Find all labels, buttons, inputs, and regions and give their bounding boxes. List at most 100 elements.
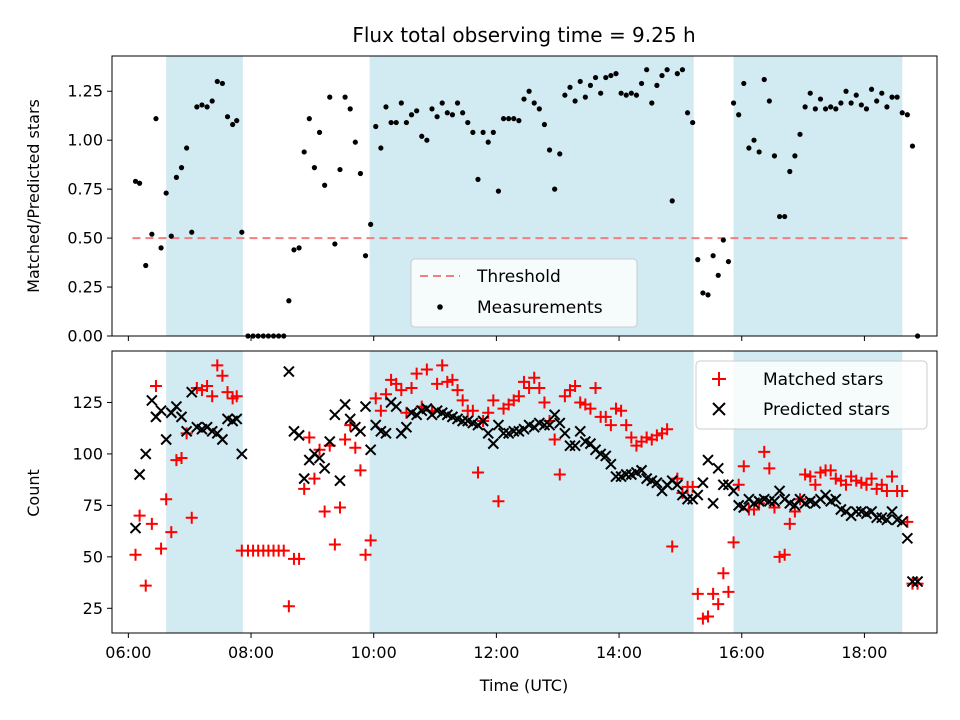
predicted-stars-point [600,450,612,462]
matched-stars-point [446,373,459,386]
matched-stars-point [696,612,709,625]
predicted-stars-point [692,489,704,501]
matched-stars-point [303,431,316,444]
matched-stars-point [298,482,311,495]
measurement-point [475,176,481,182]
matched-stars-point [650,429,663,442]
measurement-point [787,168,793,175]
predicted-stars-point [738,501,750,514]
measurement-point [684,110,691,116]
predicted-stars-point [635,464,648,477]
measurement-point [536,106,542,112]
matched-stars-point [840,478,853,491]
predicted-stars-point [564,439,576,452]
predicted-stars-point [559,427,571,440]
predicted-stars-point [574,425,586,437]
measurement-point [347,106,353,112]
matched-stars-point [609,402,622,415]
matched-stars-point [763,462,776,475]
measurement-point [168,233,174,239]
measurement-point [480,129,486,135]
legend-matched-label: Matched stars [763,370,883,390]
measurement-point [817,96,824,102]
predicted-stars-point [160,433,172,446]
x-tick-label: 06:00 [105,643,151,662]
matched-stars-point [661,423,674,436]
measurement-point [383,104,389,110]
measurement-point [848,100,854,106]
predicted-stars-point [896,516,908,528]
predicted-stars-point [651,477,663,489]
x-tick-label: 10:00 [351,643,397,662]
matched-stars-point [702,610,715,623]
matched-stars-point [277,544,290,557]
matched-stars-point [584,402,597,415]
matched-stars-point [206,390,219,403]
measurement-point [802,104,808,110]
predicted-stars-point [681,493,694,505]
matched-stars-point [420,363,433,376]
predicted-stars-point [702,454,714,466]
measurement-point [234,118,240,124]
measurement-point [674,71,680,77]
measurement-point [792,153,798,159]
legend-predicted-label: Predicted stars [763,400,890,420]
measurement-point [495,188,502,194]
measurement-point [868,86,875,92]
measurement-point [178,165,185,171]
matched-stars-point [896,484,909,497]
matched-stars-point [145,517,158,530]
matched-stars-point [492,495,505,508]
matched-stars-point [538,396,551,409]
measurement-point [858,102,864,108]
measurement-point [889,94,895,100]
measurement-point [608,72,614,79]
measurement-point [316,129,323,135]
predicted-stars-point [318,462,331,475]
measurement-point [695,257,701,263]
measurement-point [567,84,573,90]
top-shaded-span-2 [733,56,903,336]
predicted-stars-point [538,419,551,431]
matched-stars-point [732,478,745,491]
x-tick-label: 08:00 [228,643,274,662]
measurement-point [449,112,456,118]
predicted-stars-point [610,470,622,483]
matched-stars-point [441,375,454,388]
predicted-stars-point [354,425,367,437]
matched-stars-point [809,478,822,491]
matched-stars-point [865,472,878,485]
predicted-stars-point [548,409,561,421]
predicted-stars-point [477,415,489,427]
predicted-stars-point [508,425,520,437]
matched-stars-point [558,390,571,403]
measurement-point [332,241,338,247]
measurement-point [398,100,404,106]
top-y-axis-label: Matched/Predicted stars [24,99,43,293]
matched-stars-point [466,404,479,417]
measurement-point [909,143,916,149]
top-shaded-span-0 [166,56,243,336]
predicted-stars-point [901,532,914,545]
matched-stars-point [778,548,791,561]
matched-stars-point [201,379,214,392]
predicted-stars-point [329,409,341,421]
measurement-point [618,90,624,96]
predicted-stars-point [129,522,142,534]
measurement-point [746,145,752,151]
matched-stars-point [875,478,888,491]
predicted-stars-point [344,413,356,425]
bot-y-tick-label: 100 [72,444,103,463]
matched-stars-point [860,478,873,491]
measurement-point [342,94,348,100]
measurement-point [577,78,583,85]
measurement-point [239,229,245,235]
measurement-point [460,110,466,116]
matched-stars-point [149,379,162,392]
predicted-stars-point [293,429,305,442]
bot-y-tick-label: 50 [83,547,103,566]
measurement-point [546,147,553,153]
matched-stars-point [691,587,704,600]
predicted-stars-point [697,477,709,489]
predicted-stars-point [180,425,193,437]
